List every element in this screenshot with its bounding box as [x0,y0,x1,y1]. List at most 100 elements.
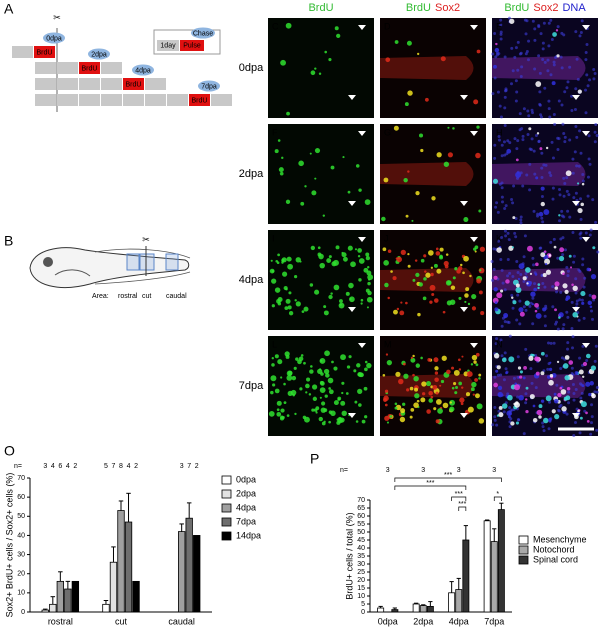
cell [287,390,293,396]
cell [435,247,439,251]
nucleus [560,66,564,70]
nucleus [559,237,563,241]
nucleus [585,359,589,363]
nucleus [574,291,578,295]
nucleus [522,305,526,309]
timepoint-bubble [198,80,220,92]
cell [582,361,588,367]
channel-name: Sox2 [533,2,558,14]
cell [542,307,547,312]
cell [396,256,403,263]
nucleus [499,18,503,22]
cell [271,304,275,308]
n-count: 3 [180,463,184,470]
cell [471,306,477,311]
nucleus [573,107,577,111]
cell [385,353,389,356]
nucleus [577,318,581,322]
channel-name: BrdU [504,2,529,14]
cell [268,410,275,417]
bar [377,607,385,613]
cell [494,47,500,53]
cell [326,258,332,264]
cell [472,393,475,396]
nucleus [557,99,561,103]
nucleus [507,238,511,242]
nucleus [578,232,582,236]
cell [493,64,497,69]
nucleus [537,140,541,144]
nucleus [566,341,570,345]
nucleus [583,276,587,280]
nucleus [574,87,578,91]
nucleus [519,75,523,79]
cell [578,369,584,375]
nucleus [543,314,547,318]
nucleus [504,367,508,371]
cell [497,391,503,398]
cell [414,387,419,392]
cell [356,363,361,368]
nucleus [500,195,504,199]
cell [280,415,284,420]
pulse-tag: BrdU [37,49,53,56]
cell [500,289,504,293]
nucleus [499,30,503,34]
cell [473,247,477,251]
cell [539,147,543,151]
cell [525,280,532,287]
nucleus [584,111,588,115]
spinal-cord [380,374,474,398]
cell [323,368,330,375]
panel-letter: F [272,127,278,137]
nucleus [568,215,572,219]
nucleus [516,395,520,399]
chase-block [35,78,56,90]
significance-label: *** [458,501,466,508]
bar [132,580,140,613]
cell [357,372,363,378]
nucleus [595,428,599,432]
cell [590,365,597,371]
arrowhead [572,307,580,312]
nucleus [498,182,502,186]
channel-name: BrdU [406,2,431,14]
cell [505,279,510,284]
nucleus [565,189,569,193]
cell [328,387,331,390]
cell [337,398,341,401]
pulse-block [123,78,144,90]
timepoint-label: 2dpa [91,51,107,58]
nucleus [510,46,514,50]
nucleus [499,115,503,119]
y-tick-label: 45 [357,537,365,544]
nucleus [567,193,571,197]
cell [536,409,543,416]
n-count: 2 [134,463,138,470]
nucleus [518,299,522,303]
panel-letter: M [384,339,392,349]
nucleus [491,278,495,282]
nucleus [493,418,497,422]
nucleus [565,310,569,314]
bar [426,606,434,613]
nucleus [503,229,507,233]
cell [415,272,420,277]
nucleus [587,157,591,161]
cell [503,313,509,319]
nucleus [595,386,599,390]
chase-block [145,94,166,106]
cell [271,269,275,273]
nucleus [500,324,504,328]
cell [314,148,321,154]
cell [306,377,311,382]
cell [364,199,371,205]
cell [357,388,363,395]
cell [304,185,307,188]
nucleus [506,139,510,143]
cell [429,284,436,291]
area-box [165,253,179,271]
micrograph-bg [268,230,374,330]
cell [544,263,548,266]
nucleus [582,316,586,320]
